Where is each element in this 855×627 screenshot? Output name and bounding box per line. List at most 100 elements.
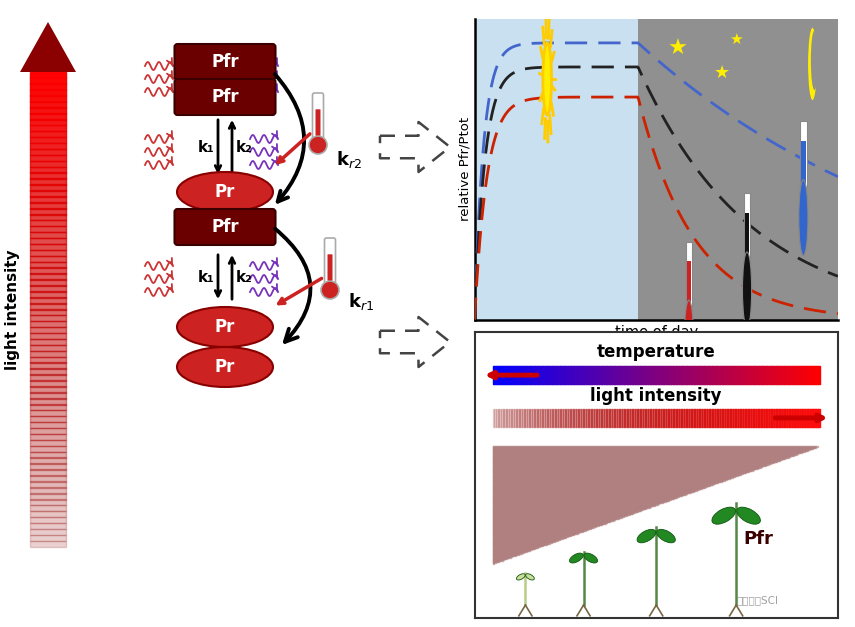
Bar <box>30 410 66 416</box>
Text: k₁: k₁ <box>198 139 215 154</box>
Bar <box>30 137 66 143</box>
Ellipse shape <box>737 507 760 524</box>
FancyBboxPatch shape <box>174 79 275 115</box>
FancyBboxPatch shape <box>315 109 321 135</box>
Bar <box>30 362 66 369</box>
Bar <box>30 214 66 221</box>
Bar <box>30 202 66 209</box>
Ellipse shape <box>637 529 656 543</box>
FancyBboxPatch shape <box>174 209 275 245</box>
Bar <box>30 113 66 120</box>
Text: temperature: temperature <box>597 343 716 361</box>
Bar <box>30 404 66 411</box>
Text: k₂: k₂ <box>236 270 252 285</box>
Bar <box>30 428 66 434</box>
Bar <box>30 155 66 161</box>
Bar <box>30 470 66 476</box>
Bar <box>30 416 66 423</box>
Circle shape <box>684 300 693 376</box>
Bar <box>30 208 66 214</box>
Bar <box>30 523 66 529</box>
Bar <box>30 184 66 191</box>
Ellipse shape <box>177 307 273 347</box>
Bar <box>30 374 66 381</box>
Bar <box>30 327 66 333</box>
Bar <box>30 196 66 203</box>
Bar <box>30 345 66 351</box>
Bar <box>744 193 751 260</box>
Bar <box>687 261 691 305</box>
Bar <box>30 493 66 500</box>
Bar <box>30 463 66 470</box>
Text: ★: ★ <box>729 33 743 48</box>
Bar <box>30 161 66 167</box>
Ellipse shape <box>177 347 273 387</box>
Bar <box>30 101 66 108</box>
Bar <box>30 268 66 274</box>
Bar <box>30 535 66 541</box>
Bar <box>30 505 66 512</box>
Text: light intensity: light intensity <box>4 249 20 370</box>
Bar <box>30 446 66 452</box>
Bar <box>30 440 66 446</box>
Ellipse shape <box>526 574 534 580</box>
Text: k₂: k₂ <box>236 139 252 154</box>
Bar <box>30 226 66 233</box>
Text: Pr: Pr <box>215 183 235 201</box>
Text: light intensity: light intensity <box>591 387 722 406</box>
Text: k$_{r2}$: k$_{r2}$ <box>336 149 362 171</box>
Bar <box>638 19 838 320</box>
Bar <box>30 315 66 322</box>
Text: Pfr: Pfr <box>211 218 239 236</box>
Bar <box>30 540 66 547</box>
Bar <box>30 511 66 517</box>
FancyArrowPatch shape <box>275 229 310 342</box>
FancyBboxPatch shape <box>174 44 275 80</box>
Bar <box>30 499 66 505</box>
Ellipse shape <box>712 507 735 524</box>
Bar <box>30 71 66 78</box>
X-axis label: time of day: time of day <box>615 325 698 340</box>
Bar <box>30 357 66 363</box>
Bar <box>30 398 66 404</box>
Bar <box>30 422 66 428</box>
Bar <box>30 279 66 286</box>
Ellipse shape <box>657 529 675 543</box>
Bar <box>30 261 66 268</box>
Bar <box>30 83 66 90</box>
Bar <box>30 89 66 96</box>
Bar <box>30 297 66 303</box>
Bar <box>30 303 66 310</box>
Bar <box>30 321 66 327</box>
Circle shape <box>543 43 551 115</box>
Bar <box>30 333 66 339</box>
Bar <box>30 190 66 197</box>
Bar <box>30 119 66 125</box>
Bar <box>30 125 66 132</box>
Polygon shape <box>20 22 76 72</box>
Bar <box>30 475 66 482</box>
FancyBboxPatch shape <box>325 238 335 284</box>
Ellipse shape <box>584 553 598 563</box>
Bar <box>30 380 66 387</box>
FancyArrowPatch shape <box>274 74 304 202</box>
Bar <box>30 167 66 173</box>
Bar <box>30 369 66 375</box>
Bar <box>801 141 805 184</box>
FancyBboxPatch shape <box>327 255 333 280</box>
Bar <box>30 244 66 250</box>
Bar <box>30 256 66 262</box>
Bar <box>30 481 66 488</box>
Bar <box>30 78 66 84</box>
Bar <box>30 220 66 226</box>
Bar <box>30 131 66 137</box>
Circle shape <box>309 136 327 154</box>
Bar <box>30 149 66 155</box>
Text: Pr: Pr <box>215 318 235 336</box>
Bar <box>686 241 693 308</box>
Text: ★: ★ <box>714 64 729 82</box>
Text: k₁: k₁ <box>198 270 215 285</box>
Bar <box>30 232 66 238</box>
Y-axis label: relative Pfr/Ptot: relative Pfr/Ptot <box>459 117 472 221</box>
Text: Pfr: Pfr <box>743 530 773 548</box>
